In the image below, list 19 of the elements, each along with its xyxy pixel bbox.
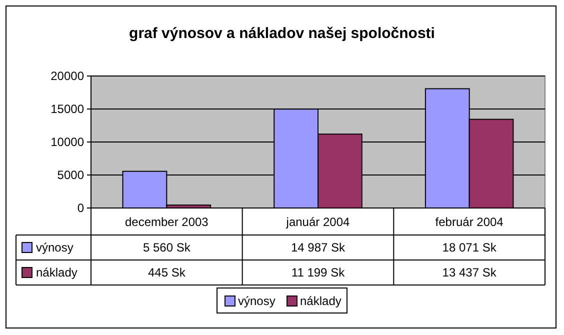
x-tick-label: december 2003 xyxy=(124,215,209,229)
x-tick-label: január 2004 xyxy=(285,215,350,229)
text: výnosy xyxy=(238,294,276,308)
y-tick-label: 0 xyxy=(77,201,84,215)
text: náklady xyxy=(36,266,78,280)
data-label: 13 437 Sk xyxy=(442,266,498,280)
data-label: 18 071 Sk xyxy=(442,240,498,254)
data-label: 445 Sk xyxy=(148,266,186,280)
data-label: 5 560 Sk xyxy=(142,240,192,254)
y-tick-label: 10000 xyxy=(50,135,84,149)
legend-label: náklady xyxy=(300,294,342,308)
legend-label: výnosy xyxy=(36,240,74,254)
y-tick-label: 5000 xyxy=(57,168,84,182)
data-label: 14 987 Sk xyxy=(290,240,346,254)
data-label: 11 199 Sk xyxy=(291,266,346,280)
x-tick-label: február 2004 xyxy=(435,215,504,229)
chart-title: graf výnosov a nákladov našej spoločnosti xyxy=(129,25,435,42)
y-tick-label: 15000 xyxy=(50,102,84,116)
y-tick-label: 20000 xyxy=(50,69,84,83)
